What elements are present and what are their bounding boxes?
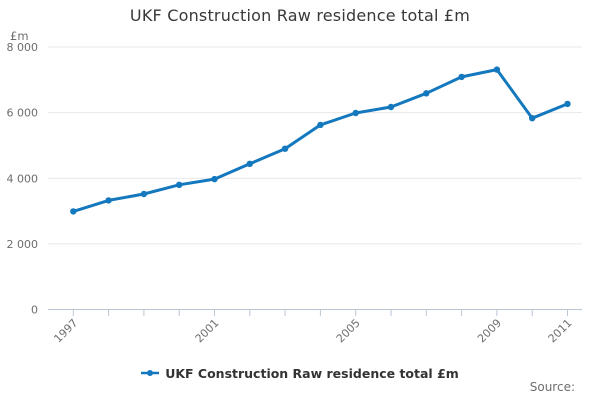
data-point-marker: [317, 121, 324, 129]
x-tick-label: 2009: [475, 316, 504, 345]
legend-item-label: UKF Construction Raw residence total £m: [165, 365, 459, 381]
x-tick-label: 2011: [546, 316, 575, 345]
data-point-marker: [140, 190, 148, 198]
series-line: [71, 68, 569, 213]
y-tick-label: 0: [31, 304, 38, 317]
page-title: UKF Construction Raw residence total £m: [129, 6, 471, 25]
legend-line-marker-icon: [141, 369, 160, 377]
data-point-marker: [458, 73, 465, 81]
data-point-marker: [423, 90, 430, 97]
data-point-marker: [529, 115, 536, 122]
data-point-marker: [352, 109, 359, 117]
data-point-marker: [246, 160, 253, 167]
y-tick-label: 4 000: [7, 172, 39, 185]
data-point-marker: [281, 145, 289, 152]
data-point-marker: [70, 208, 77, 215]
x-tick-label: 1997: [51, 316, 80, 345]
y-tick-label: 2 000: [7, 238, 39, 251]
source-label: Source:: [529, 380, 575, 394]
data-point-marker: [176, 181, 183, 188]
data-point-marker: [105, 197, 112, 204]
legend-item[interactable]: UKF Construction Raw residence total £m: [141, 366, 459, 381]
legend: UKF Construction Raw residence total £m: [0, 364, 600, 382]
x-tick-label: 2001: [193, 316, 222, 345]
x-tick-label: 2005: [334, 316, 363, 345]
data-point-marker: [387, 103, 395, 111]
data-point-marker: [564, 100, 571, 108]
y-tick-label: 8 000: [7, 41, 39, 54]
data-point-marker: [493, 66, 501, 73]
y-tick-label: 6 000: [7, 107, 39, 120]
data-point-marker: [211, 175, 218, 183]
y-axis-unit-label: £m: [10, 29, 29, 43]
